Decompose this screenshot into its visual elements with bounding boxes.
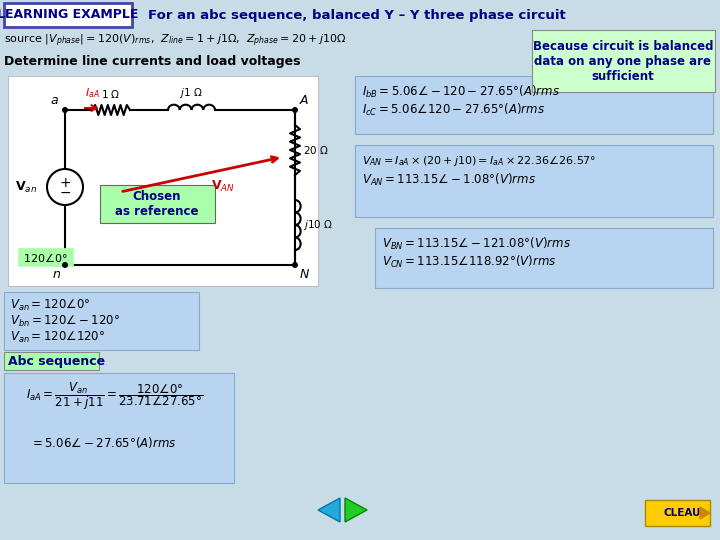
FancyBboxPatch shape [100,185,215,223]
FancyBboxPatch shape [4,292,199,350]
FancyBboxPatch shape [375,228,713,288]
Polygon shape [318,498,340,522]
Polygon shape [345,498,367,522]
Circle shape [292,262,298,268]
FancyBboxPatch shape [0,30,720,52]
Text: $120\angle0°$: $120\angle0°$ [22,251,68,264]
Text: source $|V_{phase}|=120(V)_{rms}$,  $Z_{line}=1+j1\Omega$,  $Z_{phase}=20+j10\Om: source $|V_{phase}|=120(V)_{rms}$, $Z_{l… [4,33,346,49]
Text: $\mathbf{V}_{an}$: $\mathbf{V}_{an}$ [15,179,37,194]
Text: $I_{aA}$: $I_{aA}$ [85,86,100,100]
Text: $V_{AN}=113.15\angle-1.08°(V)rms$: $V_{AN}=113.15\angle-1.08°(V)rms$ [362,172,536,188]
FancyBboxPatch shape [4,373,234,483]
Circle shape [62,107,68,113]
Text: 1 $\Omega$: 1 $\Omega$ [102,88,121,100]
Text: Chosen
as reference: Chosen as reference [115,190,199,218]
Text: $V_{AN}=I_{aA}\times(20+j10)=I_{aA}\times22.36\angle26.57°$: $V_{AN}=I_{aA}\times(20+j10)=I_{aA}\time… [362,153,596,168]
Text: $I_{bB}=5.06\angle-120-27.65°(A)rms$: $I_{bB}=5.06\angle-120-27.65°(A)rms$ [362,84,560,100]
FancyBboxPatch shape [355,145,713,217]
Text: $V_{an}=120\angle120°$: $V_{an}=120\angle120°$ [10,330,105,345]
FancyBboxPatch shape [645,500,710,526]
Text: −: − [59,186,71,200]
Text: Abc sequence: Abc sequence [8,354,105,368]
Text: CLEAU: CLEAU [664,508,701,518]
Circle shape [292,107,298,113]
Text: LEARNING EXAMPLE: LEARNING EXAMPLE [0,9,139,22]
Text: $I_{cC}=5.06\angle120-27.65°(A)rms$: $I_{cC}=5.06\angle120-27.65°(A)rms$ [362,102,545,118]
Polygon shape [700,507,710,519]
FancyBboxPatch shape [4,352,99,370]
Text: N: N [300,268,310,281]
Text: Determine line currents and load voltages: Determine line currents and load voltage… [4,56,300,69]
Text: Because circuit is balanced
data on any one phase are
sufficient: Because circuit is balanced data on any … [533,39,714,83]
Text: $=5.06\angle-27.65°(A)rms$: $=5.06\angle-27.65°(A)rms$ [30,435,176,450]
Text: $j1\ \Omega$: $j1\ \Omega$ [179,86,203,100]
Text: +: + [59,176,71,190]
Text: a: a [50,94,58,107]
FancyBboxPatch shape [0,52,530,72]
Text: A: A [300,94,308,107]
Text: $j10\ \Omega$: $j10\ \Omega$ [303,218,333,232]
FancyBboxPatch shape [8,76,318,286]
FancyBboxPatch shape [532,30,715,92]
FancyBboxPatch shape [355,76,713,134]
Text: For an abc sequence, balanced Y – Y three phase circuit: For an abc sequence, balanced Y – Y thre… [148,9,566,22]
Text: 20 $\Omega$: 20 $\Omega$ [303,144,329,156]
FancyBboxPatch shape [0,0,720,30]
Circle shape [62,262,68,268]
Text: $V_{BN}=113.15\angle-121.08°(V)rms$: $V_{BN}=113.15\angle-121.08°(V)rms$ [382,236,571,252]
Text: $V_{an}=120\angle0°$: $V_{an}=120\angle0°$ [10,298,90,313]
FancyBboxPatch shape [4,3,132,27]
Text: $I_{aA}=\dfrac{V_{an}}{21+j11}=\dfrac{120\angle0°}{23.71\angle27.65°}$: $I_{aA}=\dfrac{V_{an}}{21+j11}=\dfrac{12… [27,380,204,412]
Text: $\mathbf{V}_{AN}$: $\mathbf{V}_{AN}$ [211,179,235,194]
FancyBboxPatch shape [18,248,73,266]
Text: n: n [52,268,60,281]
Text: $V_{bn}=120\angle-120°$: $V_{bn}=120\angle-120°$ [10,314,120,329]
Circle shape [47,169,83,205]
Text: $V_{CN}=113.15\angle118.92°(V)rms$: $V_{CN}=113.15\angle118.92°(V)rms$ [382,254,557,270]
